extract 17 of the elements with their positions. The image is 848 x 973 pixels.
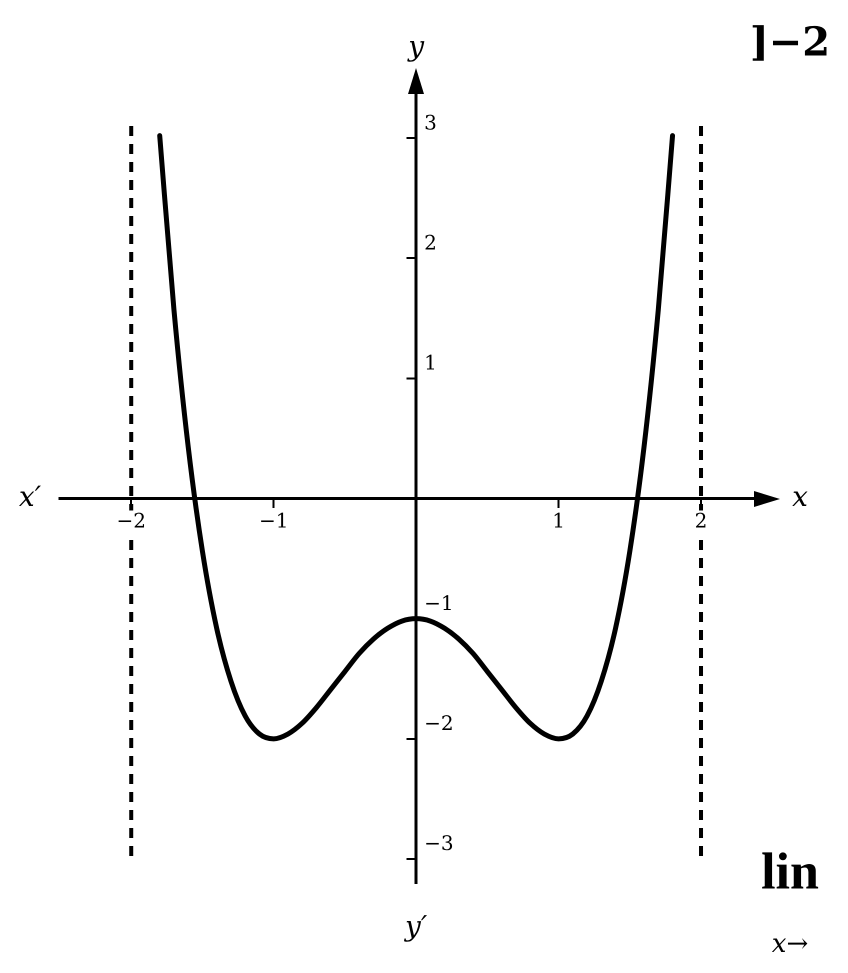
text: lin xyxy=(761,843,819,900)
text: x′ xyxy=(18,480,42,513)
x-tick-label: −2 xyxy=(116,508,146,533)
y-tick-label: 3 xyxy=(424,110,437,134)
y-axis-title: y xyxy=(406,29,426,62)
text: y′ xyxy=(403,909,428,942)
y-tick-label: 1 xyxy=(424,350,437,375)
text: x→ xyxy=(772,928,808,959)
x-tick-label: 1 xyxy=(552,508,565,533)
y-tick-label: −3 xyxy=(424,831,454,856)
y-tick-label: −2 xyxy=(424,711,454,736)
x-tick-label: −1 xyxy=(258,508,288,533)
x-tick-label: 2 xyxy=(694,508,708,533)
x-axis-title: x xyxy=(792,480,808,513)
y-tick-label: 2 xyxy=(424,230,437,254)
y-tick-label: −1 xyxy=(424,590,454,615)
text: ]−2 xyxy=(750,18,830,66)
